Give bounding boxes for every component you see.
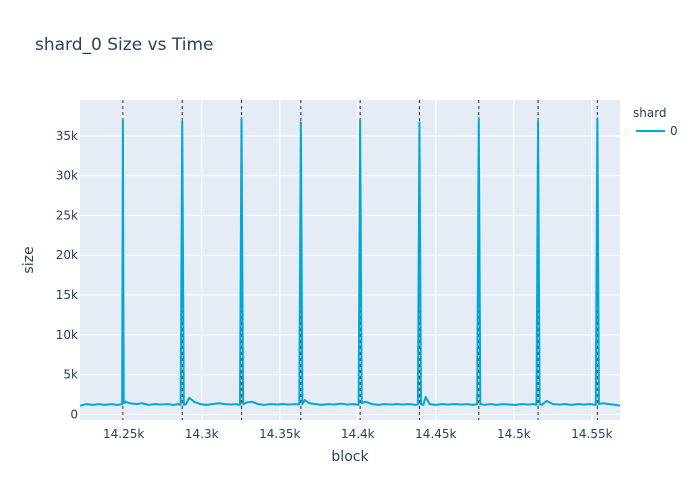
plot-area (80, 100, 620, 420)
x-tick-label-5: 14.5k (497, 427, 531, 441)
y-tick-label-7: 35k (56, 129, 78, 143)
grid (80, 100, 620, 420)
y-axis-ticks: 0 5k 10k 15k 20k 25k 30k 35k (56, 129, 78, 422)
x-tick-label-6: 14.55k (571, 427, 612, 441)
x-tick-label-3: 14.4k (341, 427, 375, 441)
series-layer (79, 117, 621, 407)
legend-title: shard (633, 106, 667, 120)
x-tick-label-2: 14.35k (259, 427, 300, 441)
y-tick-label-1: 5k (63, 368, 78, 382)
y-axis-title: size (21, 246, 37, 273)
y-tick-label-3: 15k (56, 288, 78, 302)
x-tick-label-4: 14.45k (415, 427, 456, 441)
y-tick-label-5: 25k (56, 208, 78, 222)
x-tick-label-0: 14.25k (103, 427, 144, 441)
y-tick-label-4: 20k (56, 248, 78, 262)
y-tick-label-2: 10k (56, 328, 78, 342)
legend[interactable]: shard 0 (633, 106, 678, 138)
y-tick-label-0: 0 (70, 407, 78, 421)
legend-entry-0[interactable]: 0 (670, 124, 678, 138)
series-line-0[interactable] (79, 117, 621, 407)
chart-title: shard_0 Size vs Time (35, 35, 213, 55)
y-tick-label-6: 30k (56, 169, 78, 183)
x-tick-label-1: 14.3k (185, 427, 219, 441)
x-axis-title: block (331, 449, 369, 465)
x-axis-ticks: 14.25k 14.3k 14.35k 14.4k 14.45k 14.5k 14.55k (103, 427, 613, 441)
